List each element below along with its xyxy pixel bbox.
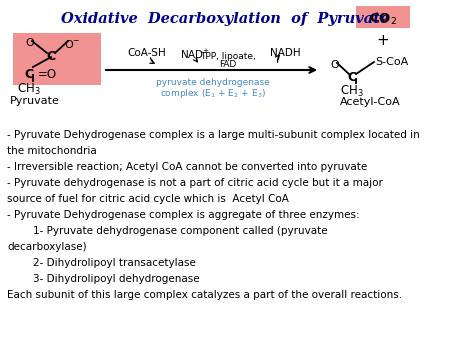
Text: - Pyruvate dehydrogenase is not a part of citric acid cycle but it a major: - Pyruvate dehydrogenase is not a part o… (7, 178, 383, 188)
Text: FAD: FAD (220, 60, 237, 69)
Text: =O: =O (38, 68, 57, 81)
Text: Oxidative  Decarboxylation  of  Pyruvate: Oxidative Decarboxylation of Pyruvate (61, 12, 389, 26)
Text: C: C (46, 50, 55, 63)
Text: - Pyruvate Dehydrogenase complex is aggregate of three enzymes:: - Pyruvate Dehydrogenase complex is aggr… (7, 210, 360, 220)
Text: complex (E$_1$ + E$_2$ + E$_3$): complex (E$_1$ + E$_2$ + E$_3$) (160, 87, 266, 100)
Text: CoA-SH: CoA-SH (128, 48, 166, 58)
Text: CO$_2$: CO$_2$ (369, 12, 397, 27)
Text: NADH: NADH (270, 48, 300, 58)
Text: CH$_3$: CH$_3$ (17, 82, 41, 97)
Text: +: + (377, 33, 389, 48)
Bar (13, 33, 101, 85)
Text: 3- Dihydrolipoyl dehydrogenase: 3- Dihydrolipoyl dehydrogenase (7, 274, 200, 284)
Text: C: C (347, 71, 356, 84)
Text: O$^{-}$: O$^{-}$ (64, 38, 80, 50)
Text: NAD$^{+}$: NAD$^{+}$ (180, 48, 210, 61)
Text: decarboxylase): decarboxylase) (7, 242, 86, 252)
Text: pyruvate dehydrogenase: pyruvate dehydrogenase (156, 78, 270, 87)
Text: source of fuel for citric acid cycle which is  Acetyl CoA: source of fuel for citric acid cycle whi… (7, 194, 289, 204)
Text: - Pyruvate Dehydrogenase complex is a large multi-subunit complex located in: - Pyruvate Dehydrogenase complex is a la… (7, 130, 420, 140)
Text: C: C (24, 68, 34, 81)
Text: Pyruvate: Pyruvate (10, 96, 60, 106)
Text: TPP, lipoate,: TPP, lipoate, (200, 52, 256, 61)
Text: the mitochondria: the mitochondria (7, 146, 97, 156)
Bar (356, 6, 410, 28)
Text: 2- Dihydrolipoyl transacetylase: 2- Dihydrolipoyl transacetylase (7, 258, 196, 268)
Text: 1- Pyruvate dehydrogenase component called (pyruvate: 1- Pyruvate dehydrogenase component call… (7, 226, 328, 236)
Text: S-CoA: S-CoA (375, 57, 408, 67)
Text: Acetyl-CoA: Acetyl-CoA (340, 97, 400, 107)
Text: O: O (331, 60, 339, 70)
Text: O: O (26, 38, 34, 48)
Text: Each subunit of this large complex catalyzes a part of the overall reactions.: Each subunit of this large complex catal… (7, 290, 402, 300)
Text: - Irreversible reaction; Acetyl CoA cannot be converted into pyruvate: - Irreversible reaction; Acetyl CoA cann… (7, 162, 367, 172)
Text: CH$_3$: CH$_3$ (340, 84, 364, 99)
